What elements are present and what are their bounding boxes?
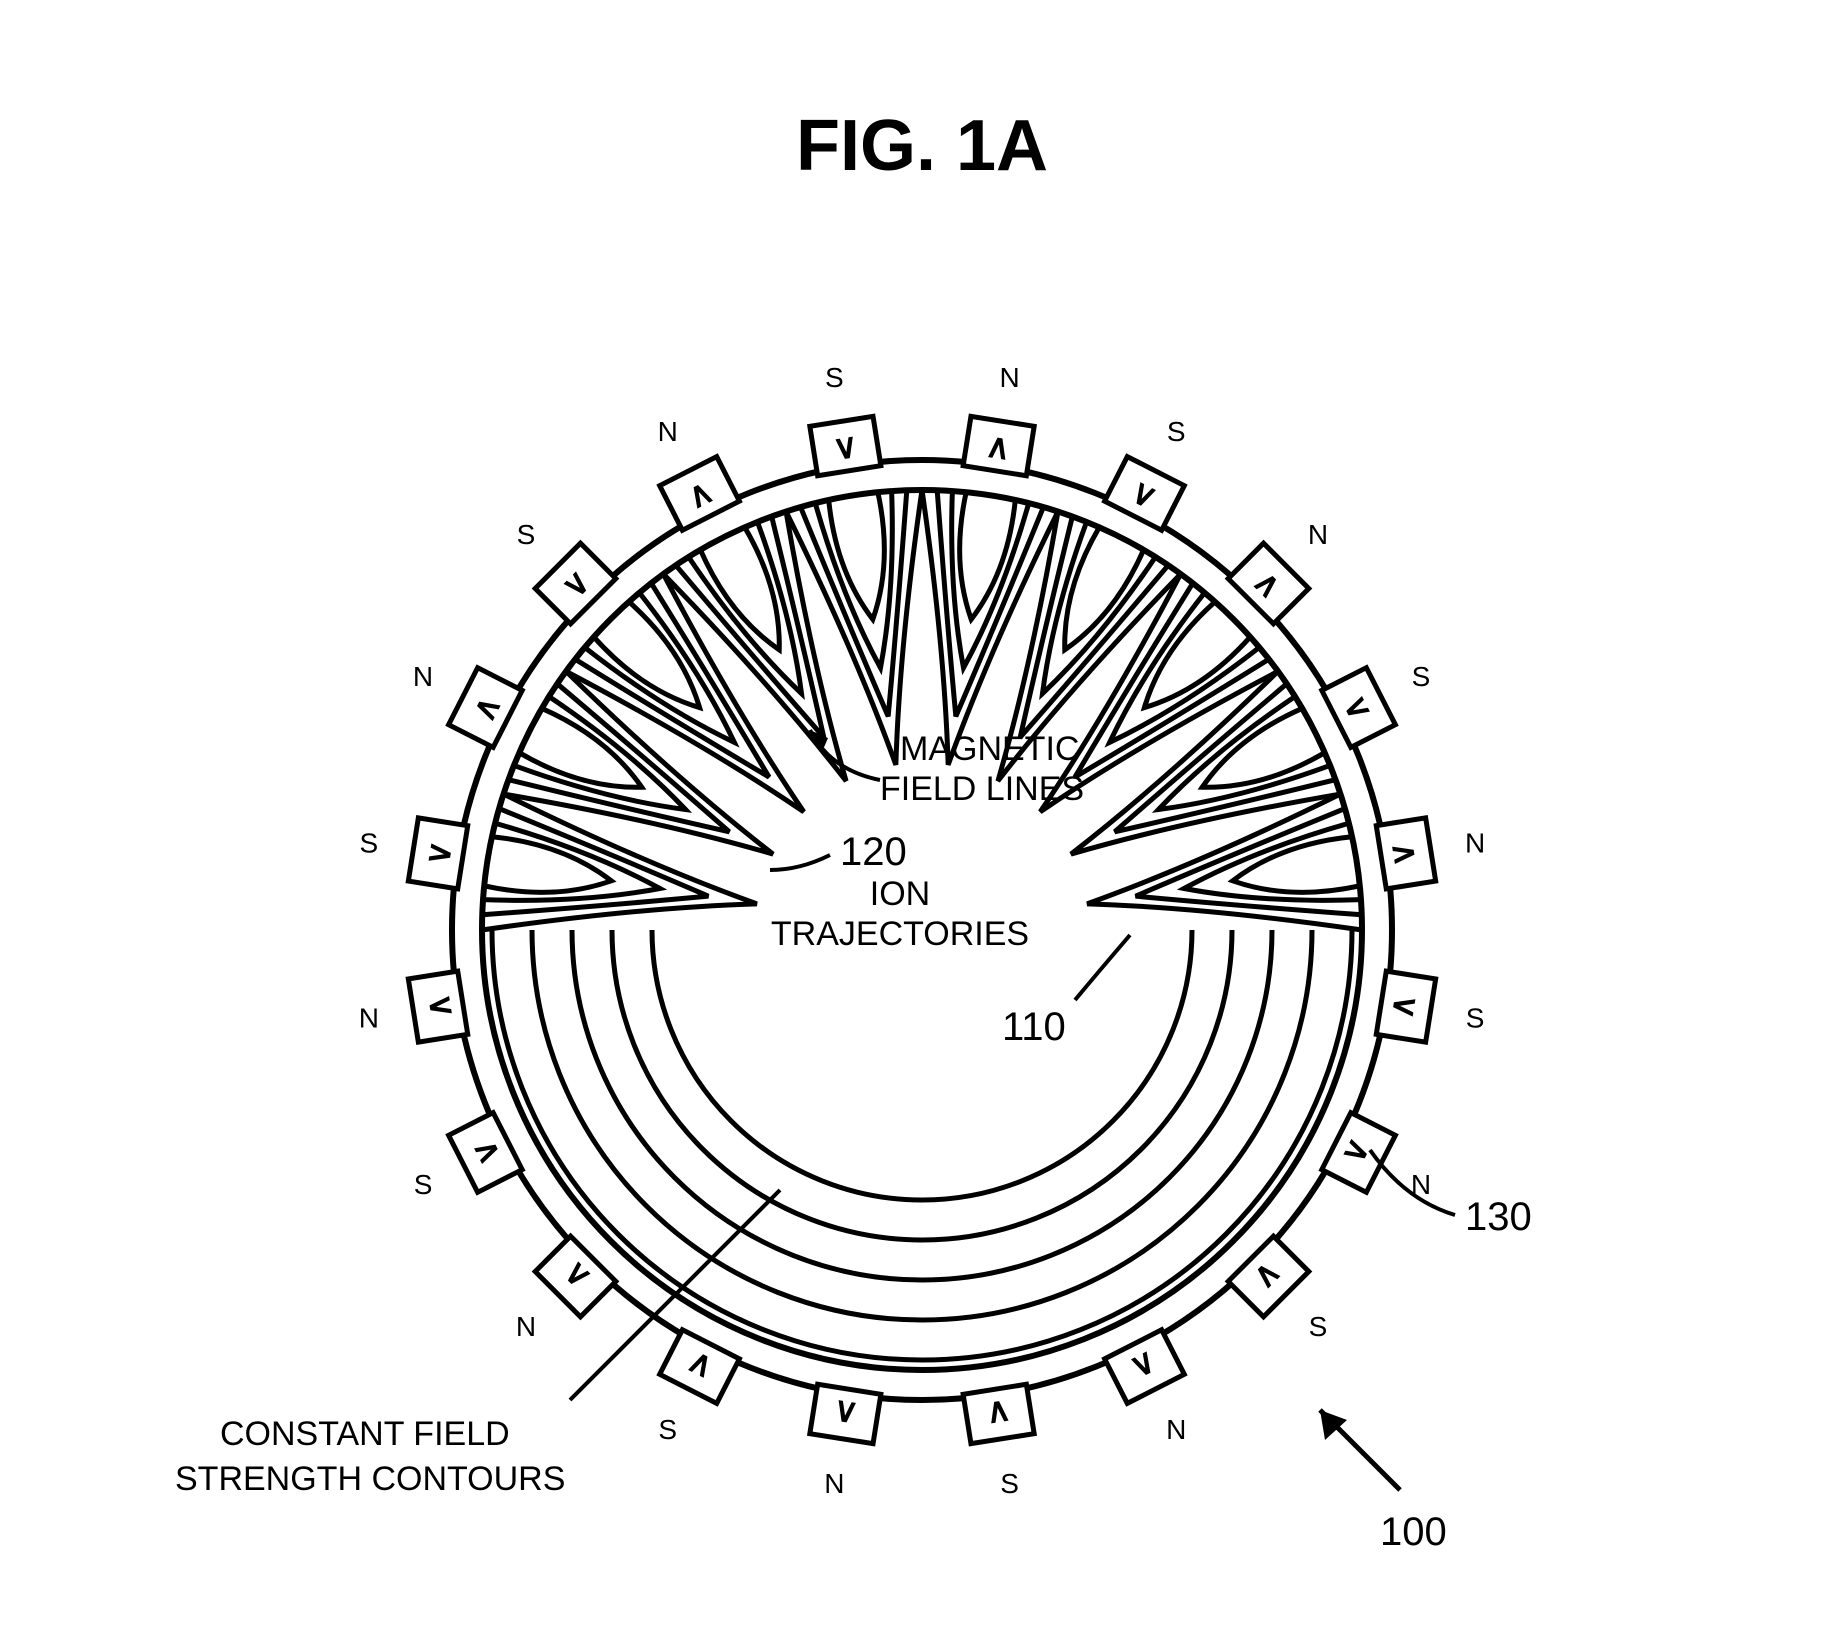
constant-field-label-line1: CONSTANT FIELD xyxy=(220,1415,510,1453)
magnet: ∨ xyxy=(535,543,616,624)
magnetic-field-label-group: MAGNETIC FIELD LINES xyxy=(810,730,1084,808)
ion-trajectories-label-group: ION TRAJECTORIES xyxy=(771,875,1029,953)
constant-field-label-line2: STRENGTH CONTOURS xyxy=(175,1460,565,1498)
magnet: ∨ xyxy=(660,1330,740,1404)
magnetic-field-label-line1: MAGNETIC xyxy=(900,730,1079,768)
ion-trajectories-label-line1: ION xyxy=(870,875,930,913)
constant-field-contour xyxy=(612,930,1232,1240)
figure-title: FIG. 1A xyxy=(796,106,1048,186)
magnet-pole-label: N xyxy=(658,416,678,447)
magnet-pole-label: S xyxy=(1466,1003,1485,1034)
ref-110: 110 xyxy=(1002,1005,1066,1049)
ion-trajectories-label-line2: TRAJECTORIES xyxy=(771,915,1029,953)
magnet-pole-label: N xyxy=(824,1468,844,1499)
magnet-pole-label: S xyxy=(1309,1311,1328,1342)
magnetic-field-label-line2: FIELD LINES xyxy=(880,770,1084,808)
magnet: ∧ xyxy=(1322,1113,1396,1193)
magnet: ∨ xyxy=(1376,971,1435,1042)
magnet-pole-label: S xyxy=(1412,661,1431,692)
magnet-pole-label: N xyxy=(413,661,433,692)
magnet-pole-label: N xyxy=(1465,827,1485,858)
magnet: ∧ xyxy=(408,971,467,1042)
magnet-pole-label: S xyxy=(517,519,536,550)
magnet-pole-label: S xyxy=(1000,1468,1019,1499)
ref-120-group: 120 xyxy=(770,830,907,874)
ref-100-group: 100 xyxy=(1320,1410,1447,1554)
ref-120: 120 xyxy=(840,830,907,874)
magnet-pole-label: N xyxy=(999,362,1019,393)
magnet: ∧ xyxy=(660,457,740,531)
constant-field-contour xyxy=(572,930,1272,1280)
magnet: ∨ xyxy=(408,818,467,889)
magnet: ∨ xyxy=(449,1113,523,1193)
magnet-pole-label: S xyxy=(825,362,844,393)
magnet-pole-label: S xyxy=(414,1169,433,1200)
magnet: ∧ xyxy=(1376,818,1435,889)
magnet-pole-label: N xyxy=(1308,519,1328,550)
magnet: ∧ xyxy=(1228,543,1309,624)
constant-field-contour xyxy=(652,930,1192,1200)
magnet: ∨ xyxy=(1105,457,1185,531)
magnet-pole-label: S xyxy=(360,827,379,858)
magnet-pole-label: N xyxy=(1166,1414,1186,1445)
magnet: ∨ xyxy=(963,1384,1034,1443)
magnet: ∨ xyxy=(1322,668,1396,748)
magnet: ∧ xyxy=(1105,1330,1185,1404)
magnet-pole-label: S xyxy=(1167,416,1186,447)
magnet: ∧ xyxy=(810,1384,881,1443)
ref-130: 130 xyxy=(1465,1195,1532,1239)
magnet-pole-label: N xyxy=(516,1311,536,1342)
magnet: ∧ xyxy=(535,1236,616,1317)
magnet: ∧ xyxy=(449,668,523,748)
magnet: ∨ xyxy=(810,416,881,475)
magnet: ∧ xyxy=(963,416,1034,475)
ref-100: 100 xyxy=(1380,1510,1447,1554)
magnet-pole-label: S xyxy=(658,1414,677,1445)
ref-130-group: 130 xyxy=(1370,1150,1532,1239)
magnet: ∨ xyxy=(1228,1236,1309,1317)
magnet-pole-label: N xyxy=(359,1003,379,1034)
